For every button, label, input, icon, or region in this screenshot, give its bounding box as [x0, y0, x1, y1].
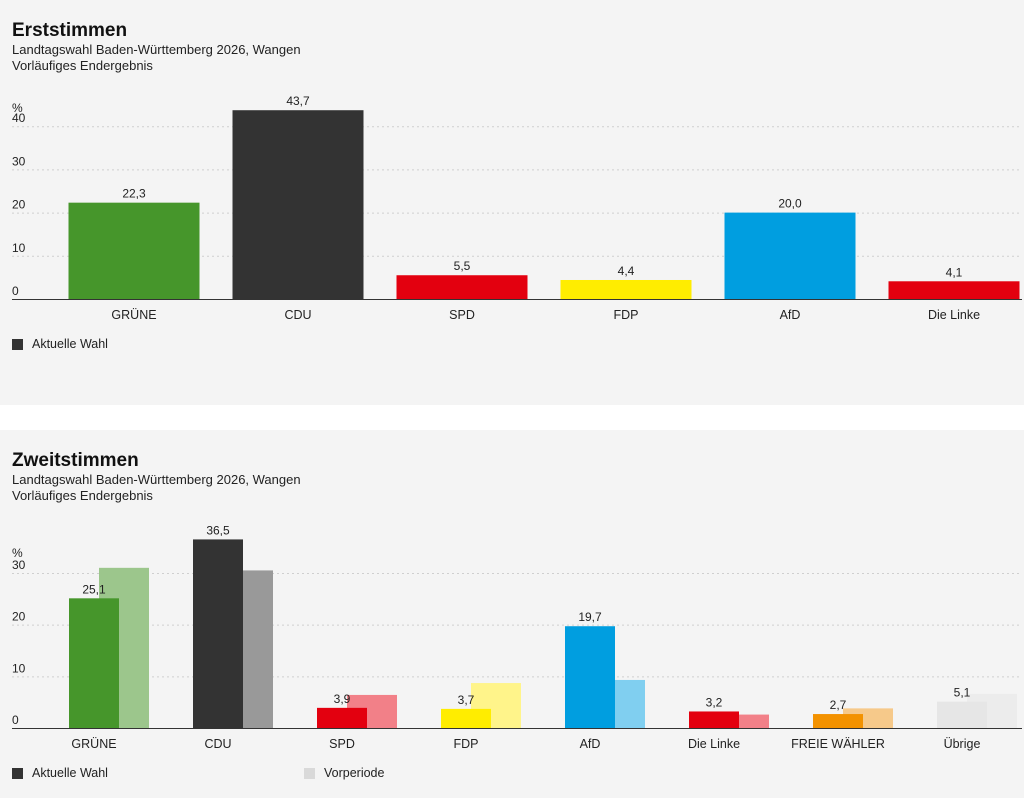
y-tick-label: 20 [12, 610, 26, 624]
bar-aktuell-spd [396, 275, 528, 299]
x-category-label-spd: SPD [449, 308, 475, 322]
bar-aktuell-gruene [68, 202, 200, 299]
data-label-die-linke: 3,2 [706, 695, 723, 709]
data-label-gruene: 25,1 [82, 582, 106, 596]
result-status: Vorläufiges Endergebnis [12, 58, 153, 73]
zweitstimmen-chart: % 0 10 20 30 25,1 GRÜNE 36,5 CDU 3,9 SPD 3,7 FDP 19,7… [12, 523, 1022, 751]
data-label-cdu: 36,5 [206, 523, 230, 537]
legend-label: Vorperiode [324, 766, 385, 780]
data-label-freie-waehler: 2,7 [830, 698, 847, 712]
y-tick-label: 0 [12, 713, 19, 727]
y-tick-label: 20 [12, 198, 26, 212]
x-category-label-fdp: FDP [454, 737, 479, 751]
chart-title: Zweitstimmen [12, 450, 139, 471]
bar-aktuell-fdp [560, 279, 692, 299]
x-category-label-uebrige: Übrige [944, 737, 981, 751]
bar-aktuell-fdp [441, 708, 491, 728]
zweitstimmen-panel: Zweitstimmen Landtagswahl Baden-Württemb… [0, 430, 1024, 798]
bar-aktuell-freie-waehler [813, 714, 863, 728]
bar-aktuell-die-linke [689, 711, 739, 728]
data-label-fdp: 4,4 [618, 264, 635, 278]
x-category-label-die-linke: Die Linke [688, 737, 740, 751]
data-label-fdp: 3,7 [458, 693, 475, 707]
legend-item-aktuelle-wahl[interactable]: Aktuelle Wahl [12, 337, 108, 351]
legend-swatch [12, 338, 23, 350]
bar-aktuell-afd [565, 626, 615, 728]
y-tick-label: 10 [12, 661, 26, 675]
data-label-afd: 20,0 [778, 197, 802, 211]
legend-item-vorperiode[interactable]: Vorperiode [304, 766, 384, 780]
data-label-cdu: 43,7 [286, 94, 310, 108]
bar-aktuell-uebrige [937, 701, 987, 728]
y-tick-label: 30 [12, 154, 26, 168]
bar-aktuell-afd [724, 212, 856, 299]
bar-aktuell-spd [317, 707, 367, 728]
data-label-spd: 3,9 [334, 692, 351, 706]
x-category-label-afd: AfD [780, 308, 801, 322]
bar-aktuell-gruene [69, 598, 119, 728]
x-category-label-die-linke: Die Linke [928, 308, 980, 322]
legend-swatch [304, 767, 315, 779]
x-category-label-spd: SPD [329, 737, 355, 751]
x-category-label-fdp: FDP [614, 308, 639, 322]
y-tick-label: 30 [12, 558, 26, 572]
y-tick-label: 0 [12, 284, 19, 298]
y-axis-unit-label: % [12, 546, 23, 560]
x-category-label-cdu: CDU [204, 737, 231, 751]
y-axis-unit-label: % [12, 101, 23, 115]
erststimmen-panel: Erststimmen Landtagswahl Baden-Württembe… [0, 0, 1024, 405]
x-category-label-cdu: CDU [284, 308, 311, 322]
data-label-uebrige: 5,1 [954, 686, 971, 700]
chart-subtitle: Landtagswahl Baden-Württemberg 2026, Wan… [12, 42, 301, 57]
data-label-gruene: 22,3 [122, 187, 146, 201]
legend-item-aktuelle-wahl[interactable]: Aktuelle Wahl [12, 766, 108, 780]
legend-label: Aktuelle Wahl [32, 337, 108, 351]
y-tick-label: 10 [12, 241, 26, 255]
y-tick-label: 40 [12, 111, 26, 125]
chart-title: Erststimmen [12, 20, 128, 41]
bar-aktuell-cdu [193, 539, 243, 728]
legend-label: Aktuelle Wahl [32, 766, 108, 780]
data-label-spd: 5,5 [454, 259, 471, 273]
result-status: Vorläufiges Endergebnis [12, 488, 153, 503]
bar-aktuell-die-linke [888, 281, 1020, 299]
data-label-afd: 19,7 [578, 610, 602, 624]
chart-subtitle: Landtagswahl Baden-Württemberg 2026, Wan… [12, 472, 301, 487]
data-label-die-linke: 4,1 [946, 265, 963, 279]
erststimmen-chart: % 0 10 20 30 40 22,3 GRÜNE 43,7 CDU 5,5 SPD 4,4 FDP 20… [12, 94, 1022, 322]
x-category-label-freie-waehler: FREIE WÄHLER [791, 737, 885, 751]
x-category-label-gruene: GRÜNE [111, 308, 156, 322]
bar-aktuell-cdu [232, 110, 364, 299]
x-category-label-afd: AfD [580, 737, 601, 751]
x-category-label-gruene: GRÜNE [71, 737, 116, 751]
legend-swatch [12, 767, 23, 779]
